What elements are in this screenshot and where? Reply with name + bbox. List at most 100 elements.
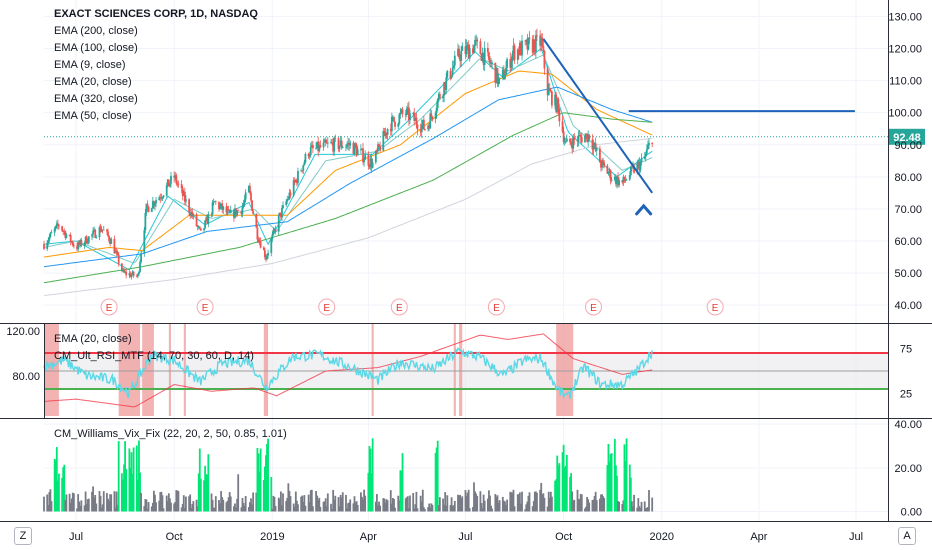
vix-bar — [78, 501, 81, 512]
vix-bar — [317, 499, 320, 512]
vix-bar — [249, 502, 251, 512]
legend-ema-100[interactable]: EMA (100, close) — [54, 42, 138, 54]
candle-body — [542, 46, 545, 51]
vix-bar — [502, 500, 505, 512]
rsi-indicator-label[interactable]: CM_Ult_RSI_MTF (14, 70, 30, 60, D, 14) — [54, 350, 254, 362]
candle-body — [443, 82, 446, 96]
vix-bar — [465, 495, 468, 512]
candle-body — [219, 205, 221, 209]
candle-body — [309, 146, 312, 156]
vix-bar — [47, 505, 50, 512]
vix-tick-label: 0.00 — [901, 506, 922, 518]
down-trendline[interactable] — [542, 38, 654, 194]
vix-bar — [282, 493, 284, 512]
vix-bar — [214, 496, 217, 512]
candle-body — [480, 54, 483, 61]
candle-body — [109, 240, 112, 244]
vix-bar — [68, 493, 71, 512]
earnings-marker[interactable] — [585, 298, 603, 316]
vix-bar — [347, 503, 349, 512]
vix-bar — [226, 500, 229, 512]
last-price-label: 92.48 — [893, 132, 921, 144]
vix-bar — [382, 498, 385, 512]
up-arrow-marker[interactable] — [635, 203, 653, 216]
candle-body — [468, 48, 471, 59]
candle-body — [475, 39, 478, 41]
price-legend[interactable]: EXACT SCIENCES CORP, 1D, NASDAQ EMA (200… — [54, 6, 258, 125]
earnings-marker[interactable] — [487, 298, 505, 316]
candle-body — [547, 88, 550, 96]
vix-bar — [480, 503, 483, 512]
earnings-marker[interactable] — [318, 298, 336, 316]
vix-bar — [147, 502, 150, 512]
candle-body — [376, 150, 378, 152]
earnings-marker[interactable] — [390, 298, 408, 316]
candle-body — [240, 210, 243, 215]
rsi-ema-label[interactable]: EMA (20, close) — [54, 333, 132, 345]
vix-bar — [341, 492, 344, 512]
candle-body — [429, 113, 432, 129]
vix-bar — [308, 502, 311, 512]
vix-bar — [181, 503, 184, 512]
vix-bar — [146, 509, 149, 512]
legend-ema-320[interactable]: EMA (320, close) — [54, 93, 138, 105]
rsi-ema-line — [43, 333, 653, 408]
candle-body — [415, 117, 418, 125]
vix-bar — [586, 497, 589, 512]
candle-body — [123, 269, 125, 273]
earnings-marker[interactable] — [100, 298, 118, 316]
vix-bar — [154, 494, 156, 512]
vix-bar — [639, 508, 642, 512]
vix-bar — [413, 508, 416, 512]
candle-body — [389, 129, 392, 132]
rsi-signal-zone — [118, 324, 141, 416]
candle-body — [252, 210, 255, 214]
vix-bar — [346, 508, 348, 512]
candle-body — [510, 61, 513, 68]
vix-bar — [337, 497, 340, 512]
earnings-marker[interactable] — [196, 298, 214, 316]
vix-bar — [257, 453, 260, 512]
vix-bar — [236, 498, 239, 512]
auto-scale-button[interactable]: A — [898, 527, 916, 545]
timezone-button[interactable]: Z — [14, 527, 32, 545]
candle-body — [212, 201, 215, 203]
candle-body — [263, 250, 266, 258]
vix-bar — [108, 500, 110, 512]
candle-body — [132, 271, 135, 276]
vix-bar — [442, 498, 444, 512]
candle-body — [115, 250, 118, 253]
vix-bar — [140, 492, 142, 512]
vix-bar — [557, 465, 560, 512]
vix-bar — [528, 492, 531, 512]
candle-body — [384, 132, 387, 137]
candle-body — [595, 148, 598, 151]
legend-ema-20[interactable]: EMA (20, close) — [54, 76, 132, 88]
vix-bar — [533, 491, 536, 512]
candle-body — [502, 69, 505, 80]
legend-ema-200[interactable]: EMA (200, close) — [54, 25, 138, 37]
candle-body — [257, 239, 260, 242]
candle-body — [129, 273, 132, 278]
candle-body — [241, 206, 244, 215]
candle-body — [452, 65, 455, 68]
earnings-marker[interactable] — [706, 298, 724, 316]
legend-ema-50[interactable]: EMA (50, close) — [54, 110, 132, 122]
vix-bar — [332, 489, 335, 512]
candle-body — [234, 208, 236, 218]
vix-bar — [517, 494, 520, 512]
candle-body — [369, 158, 372, 167]
vix-indicator-label[interactable]: CM_Williams_Vix_Fix (22, 20, 2, 50, 0.85… — [54, 428, 287, 440]
candle-body — [405, 108, 408, 115]
vix-bar — [94, 494, 97, 512]
vix-bar — [183, 507, 186, 512]
legend-ema-9[interactable]: EMA (9, close) — [54, 59, 126, 71]
vix-bar — [166, 500, 169, 512]
candle-body — [621, 180, 624, 183]
candle-body — [494, 62, 497, 83]
candle-body — [361, 148, 363, 150]
candle-body — [504, 75, 506, 80]
candle-body — [594, 143, 597, 151]
time-tick-label: 2020 — [650, 531, 674, 543]
